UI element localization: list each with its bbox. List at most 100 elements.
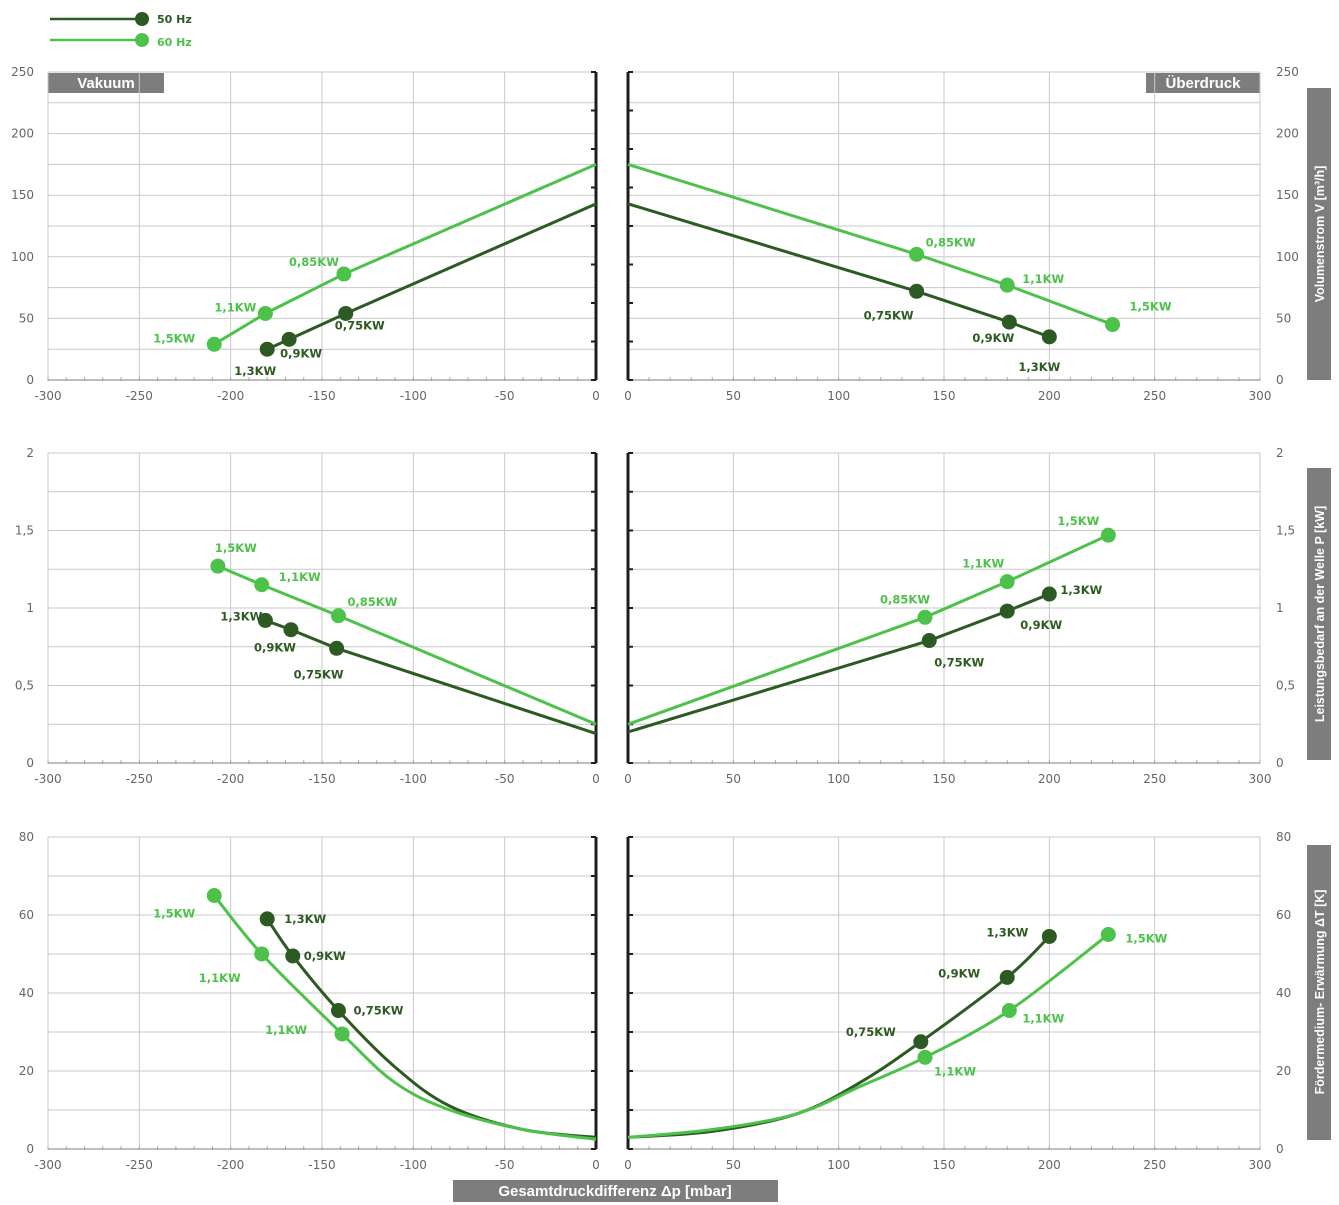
data-point-50hz-right (909, 283, 925, 299)
y-tick-label-left: 250 (11, 65, 34, 79)
x-tick-label-left: 0 (592, 1158, 600, 1172)
data-point-60hz-left (210, 558, 226, 574)
y-tick-label-left: 200 (11, 127, 34, 141)
data-point-60hz-right (917, 1049, 933, 1065)
data-point-50hz-left (259, 341, 275, 357)
ylabel-box-2 (1307, 468, 1331, 760)
data-label-60hz-right: 1,5KW (1125, 932, 1167, 946)
data-point-60hz-right (909, 246, 925, 262)
data-point-50hz-left (283, 622, 299, 638)
legend-50hz-label: 50 Hz (157, 13, 192, 26)
x-tick-label-right: 200 (1038, 389, 1061, 403)
x-tick-label-left: -250 (126, 389, 153, 403)
data-point-60hz-left (334, 1026, 350, 1042)
plots: -300 -250 -200 -150 -100 -50 0 0 50 100 150 200 250 3… (11, 65, 1299, 1172)
x-tick-label-left: -100 (400, 389, 427, 403)
x-tick-label-right: 0 (624, 772, 632, 786)
y-tick-label-right: 0 (1276, 1142, 1284, 1156)
vakuum-box (48, 73, 164, 93)
x-tick-label-left: -150 (308, 772, 335, 786)
x-tick-label-right: 0 (624, 1158, 632, 1172)
data-point-50hz-right (1001, 314, 1017, 330)
data-point-50hz-left (330, 1003, 346, 1019)
data-label-60hz-right: 0,85KW (880, 592, 930, 606)
y-tick-label-left: 1 (26, 601, 34, 615)
data-point-60hz-left (336, 266, 352, 282)
x-tick-label-right: 0 (624, 389, 632, 403)
data-label-60hz-left: 1,5KW (215, 541, 257, 555)
y-tick-label-left: 0,5 (15, 679, 34, 693)
x-tick-label-left: -200 (217, 389, 244, 403)
y-tick-label-right: 0 (1276, 756, 1284, 770)
y-tick-label-right: 20 (1276, 1064, 1291, 1078)
data-label-50hz-right: 1,3KW (1018, 360, 1060, 374)
ylabel-panel-3: Fördermedium- Erwärmung ΔT [K] (1313, 890, 1327, 1095)
x-tick-label-left: -50 (495, 389, 515, 403)
x-tick-label-left: -200 (217, 772, 244, 786)
series-line-50hz-right (627, 202, 1050, 339)
x-tick-label-left: -100 (400, 1158, 427, 1172)
x-tick-label-right: 50 (726, 1158, 741, 1172)
data-label-60hz-left: 1,1KW (199, 971, 241, 985)
y-tick-label-right: 60 (1276, 908, 1291, 922)
data-label-50hz-left: 0,75KW (294, 667, 344, 681)
y-tick-label-right: 150 (1276, 188, 1299, 202)
y-tick-label-left: 60 (19, 908, 34, 922)
data-label-50hz-right: 0,75KW (846, 1025, 896, 1039)
data-label-50hz-left: 0,9KW (280, 346, 322, 360)
series-line-60hz-right (627, 933, 1110, 1139)
data-label-60hz-right: 1,1KW (962, 557, 1004, 571)
data-label-60hz-right: 1,5KW (1057, 514, 1099, 528)
x-tick-label-left: -50 (495, 772, 515, 786)
y-tick-label-left: 40 (19, 986, 34, 1000)
data-point-60hz-right (1100, 927, 1116, 942)
vakuum-label: Vakuum (77, 75, 135, 92)
x-tick-label-left: -300 (34, 772, 61, 786)
series-line-60hz-left (217, 564, 597, 726)
ylabel-panel-1: Volumenstrom V [m³/h] (1313, 166, 1327, 303)
x-tick-label-left: -150 (308, 389, 335, 403)
x-tick-label-left: -250 (126, 1158, 153, 1172)
data-point-50hz-right (1041, 329, 1057, 345)
legend-60hz-label: 60 Hz (157, 36, 192, 49)
y-tick-label-left: 20 (19, 1064, 34, 1078)
x-tick-label-right: 250 (1143, 389, 1166, 403)
data-point-50hz-left (338, 305, 354, 321)
ylabel-panel-2: Leistungsbedarf an der Welle P [kW] (1313, 506, 1327, 722)
data-point-60hz-left (254, 946, 270, 962)
data-point-60hz-left (330, 608, 346, 624)
data-label-60hz-right: 1,5KW (1130, 300, 1172, 314)
x-tick-label-right: 150 (933, 772, 956, 786)
x-tick-label-right: 300 (1249, 389, 1272, 403)
y-tick-label-left: 0 (26, 1142, 34, 1156)
y-tick-label-left: 1,5 (15, 524, 34, 538)
data-label-60hz-left: 1,1KW (214, 300, 256, 314)
y-tick-label-left: 50 (19, 311, 34, 325)
series-line-60hz-right (627, 162, 1114, 326)
y-tick-label-left: 0 (26, 756, 34, 770)
x-tick-label-left: -50 (495, 1158, 515, 1172)
x-tick-label-left: -300 (34, 389, 61, 403)
data-label-50hz-right: 0,9KW (938, 966, 980, 980)
ylabel-box-1 (1307, 88, 1331, 380)
data-label-60hz-left: 0,85KW (289, 255, 339, 269)
data-label-50hz-left: 0,9KW (304, 949, 346, 963)
x-tick-label-left: -250 (126, 772, 153, 786)
data-point-50hz-left (259, 911, 275, 927)
x-tick-label-right: 100 (827, 389, 850, 403)
data-point-50hz-right (999, 969, 1015, 985)
x-tick-label-left: -150 (308, 1158, 335, 1172)
x-tick-label-right: 150 (933, 389, 956, 403)
y-tick-label-right: 0 (1276, 373, 1284, 387)
y-tick-label-right: 250 (1276, 65, 1299, 79)
x-tick-label-right: 100 (827, 1158, 850, 1172)
series-line-50hz-right (627, 592, 1050, 734)
data-label-60hz-left: 1,1KW (279, 570, 321, 584)
data-point-60hz-left (206, 336, 222, 352)
series-line-60hz-left (213, 894, 597, 1141)
series-line-60hz-right (627, 533, 1109, 726)
data-point-50hz-right (913, 1034, 929, 1050)
data-point-50hz-left (285, 948, 301, 964)
data-point-60hz-right (917, 609, 933, 625)
data-point-60hz-left (206, 888, 222, 903)
